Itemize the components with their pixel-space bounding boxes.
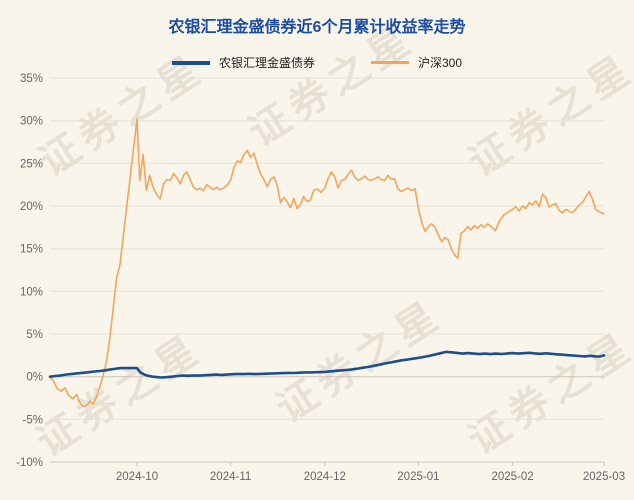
svg-text:30%: 30%: [20, 116, 43, 128]
legend-index-label: 沪深300: [417, 56, 463, 70]
index-line-swatch: [370, 61, 409, 64]
chart-legend: 农银汇理金盛债券 沪深300: [0, 54, 634, 71]
svg-text:2024-12: 2024-12: [304, 471, 346, 483]
svg-text:5%: 5%: [26, 329, 43, 341]
chart-title: 农银汇理金盛债券近6个月累计收益率走势: [168, 19, 466, 36]
svg-text:-5%: -5%: [23, 414, 43, 426]
svg-text:20%: 20%: [20, 201, 43, 213]
legend-fund-label: 农银汇理金盛债券: [218, 56, 315, 70]
svg-text:10%: 10%: [20, 286, 43, 298]
fund-line-swatch: [171, 60, 210, 65]
svg-text:15%: 15%: [20, 244, 43, 256]
svg-text:2025-03: 2025-03: [583, 471, 625, 483]
svg-text:0%: 0%: [26, 372, 43, 384]
svg-text:2024-11: 2024-11: [210, 471, 251, 483]
legend-item-fund: 农银汇理金盛债券: [171, 54, 315, 71]
legend-item-index: 沪深300: [370, 54, 463, 71]
svg-text:2025-01: 2025-01: [397, 471, 439, 483]
svg-text:2024-10: 2024-10: [116, 471, 158, 483]
svg-text:35%: 35%: [20, 73, 43, 85]
svg-text:2025-02: 2025-02: [491, 471, 533, 483]
svg-text:-10%: -10%: [16, 457, 43, 469]
svg-text:25%: 25%: [20, 158, 43, 170]
